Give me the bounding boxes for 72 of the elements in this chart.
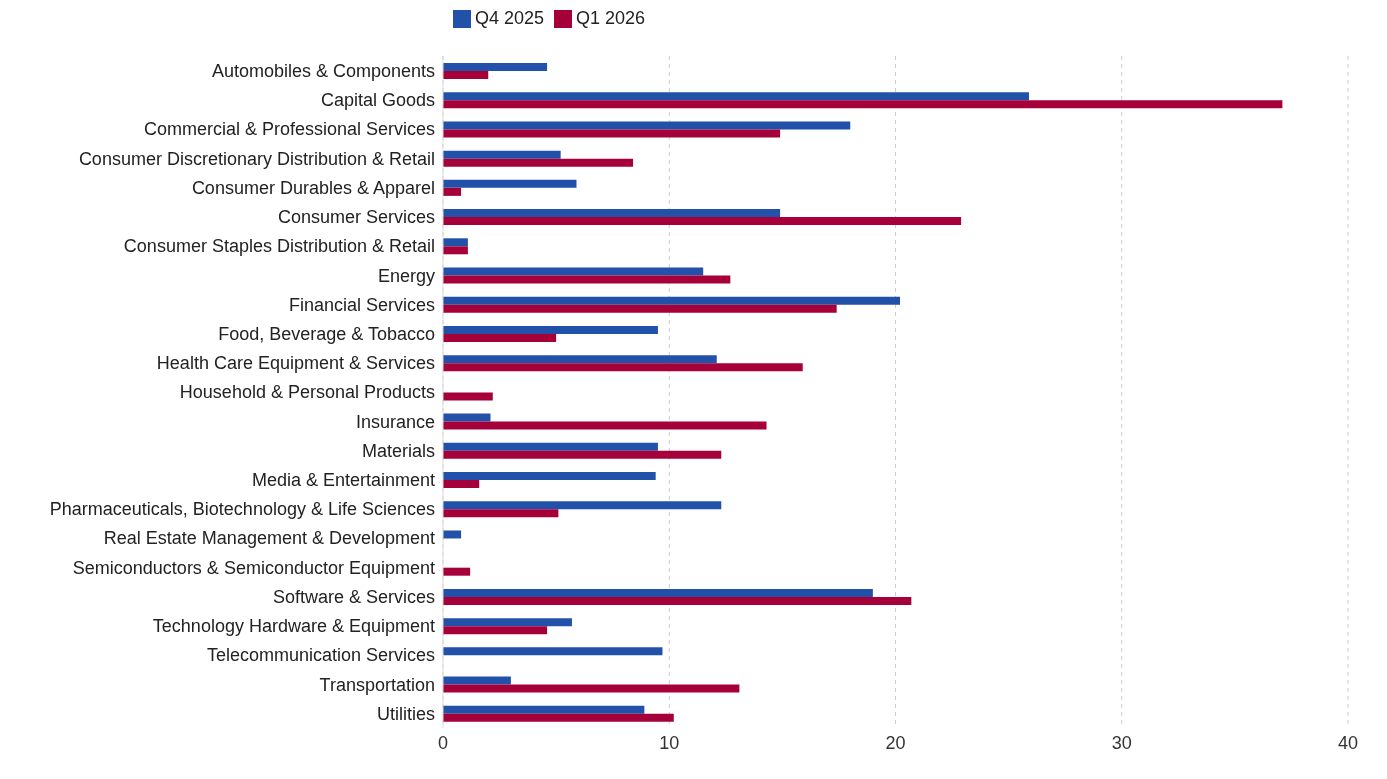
bar [443,217,962,226]
bar [443,92,1029,101]
bar [443,684,740,693]
bar [443,246,468,255]
y-tick-label: Insurance [355,411,435,432]
y-tick-label: Telecommunication Services [206,645,435,666]
bar [443,267,704,276]
bar [443,158,634,167]
y-tick-label: Consumer Services [277,207,435,228]
x-tick-label: 20 [885,732,906,753]
bar [443,209,781,218]
bar [443,275,731,284]
y-tick-label: Software & Services [272,586,435,607]
y-tick-label: Semiconductors & Semiconductor Equipment [72,557,435,578]
y-tick-label: Capital Goods [320,90,435,111]
bar [443,588,873,597]
y-tick-label: Energy [377,265,435,286]
bar [443,325,658,334]
y-tick-label: Technology Hardware & Equipment [152,616,435,637]
y-tick-label: Materials [361,440,435,461]
bar [443,705,645,714]
y-tick-label: Food, Beverage & Tobacco [218,323,435,344]
bar [443,296,901,305]
bar [443,530,462,539]
x-tick-label: 30 [1111,732,1132,753]
y-tick-label: Transportation [319,674,435,695]
bar [443,713,674,722]
bar [443,626,548,635]
x-tick-label: 0 [437,732,449,753]
bar [443,567,471,576]
y-tick-label: Financial Services [288,294,435,315]
bar [443,618,572,627]
y-tick-label: Consumer Staples Distribution & Retail [123,236,435,257]
bar [443,179,577,188]
bar [443,647,663,656]
bar [443,363,803,372]
bar [443,355,717,364]
bar [443,442,658,451]
y-tick-label: Consumer Discretionary Distribution & Retail [78,148,435,169]
bar [443,121,851,130]
bar [443,63,548,71]
y-tick-label: Automobiles & Components [211,61,435,81]
y-tick-label: Pharmaceuticals, Biotechnology & Life Sciences [49,499,435,520]
y-tick-label: Household & Personal Products [179,382,435,403]
bar [443,304,837,313]
bar [443,187,462,196]
y-tick-label: Media & Entertainment [251,470,435,491]
bar [443,450,722,459]
bar [443,596,912,605]
y-tick-label: Commercial & Professional Services [143,119,435,140]
y-tick-label: Real Estate Management & Development [103,528,435,549]
x-tick-label: 10 [659,732,680,753]
y-tick-label: Consumer Durables & Apparel [191,177,435,198]
bar [443,333,557,342]
bar [443,238,468,247]
bar [443,501,722,510]
bar [443,71,489,79]
bar [443,676,511,685]
y-tick-label: Health Care Equipment & Services [156,353,435,374]
bar [443,413,491,422]
bar [443,472,656,481]
bar [443,392,493,401]
y-tick-label: Utilities [376,703,435,724]
bar [443,150,561,159]
legend-label: Q1 2026 [576,8,646,28]
bar [443,480,480,489]
bar [443,421,767,430]
bar [443,100,1283,109]
bar [443,509,559,518]
x-tick-label: 40 [1337,732,1359,753]
bar [443,129,781,138]
legend-label: Q4 2025 [475,8,545,28]
